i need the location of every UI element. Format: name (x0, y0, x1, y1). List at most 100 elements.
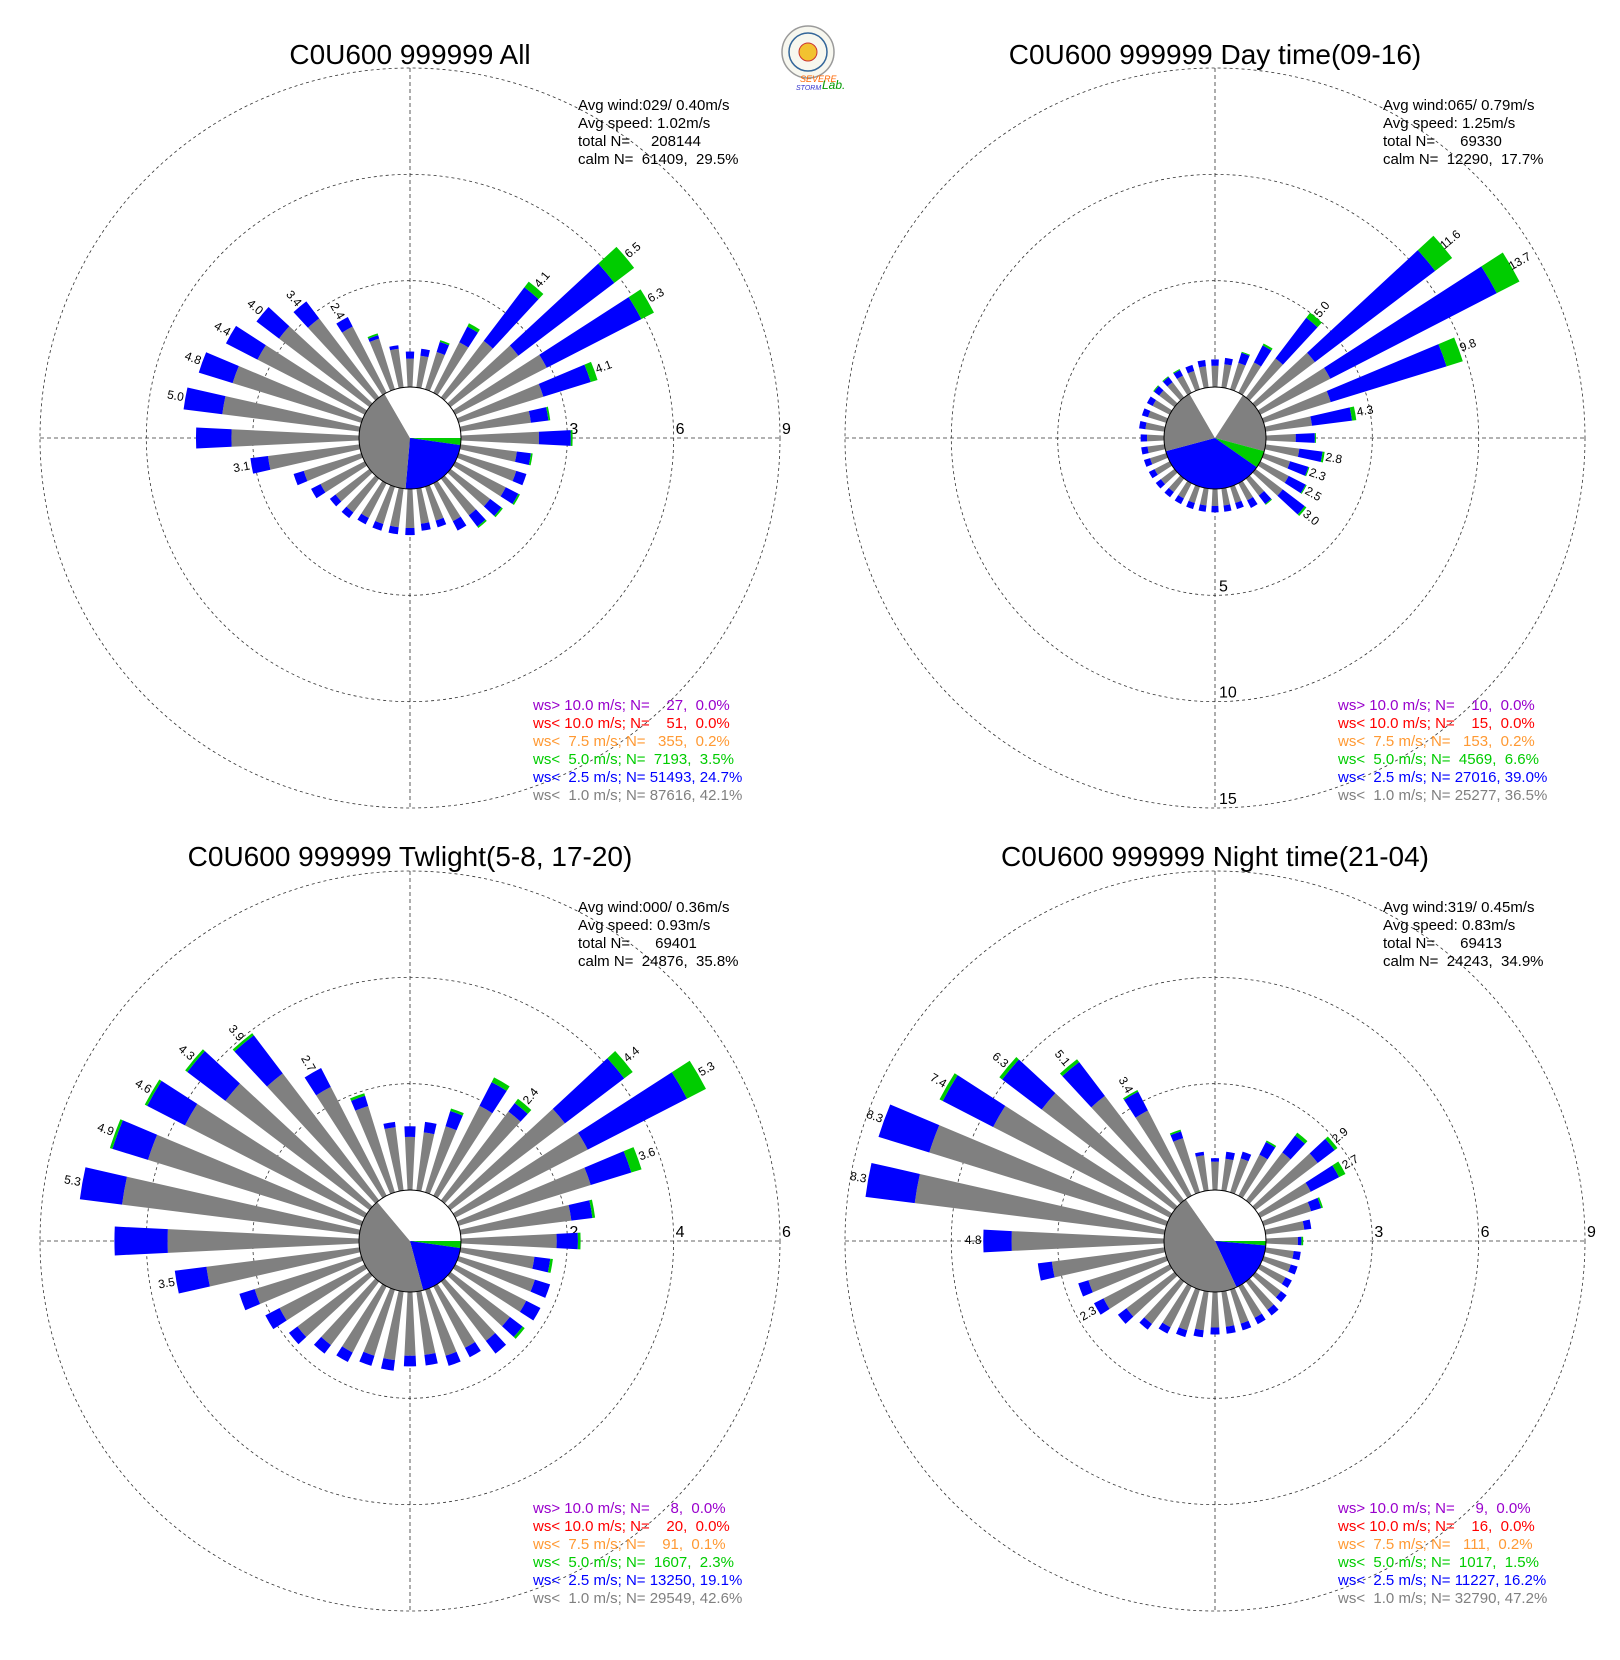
calm-pie-slice-2 (405, 438, 461, 489)
legend-entry-1: ws> 10.0 m/s; N= 10, 0.0% (1337, 697, 1535, 714)
petal-90-gray (1265, 434, 1296, 442)
petal-90-blue (556, 1232, 578, 1250)
petal-330-gray (1135, 1110, 1192, 1199)
petal-310-gray (225, 1083, 373, 1211)
petal-20 (1230, 1151, 1252, 1194)
petal-230-blue (329, 494, 342, 507)
calm-pie-slice-0 (410, 387, 461, 438)
calm-pie-slice-1 (410, 438, 461, 446)
stats-line-1: Avg wind:319/ 0.45m/s (1383, 899, 1534, 916)
petal-150-gray (1238, 1283, 1262, 1318)
petal-20-blue (436, 341, 449, 356)
petal-70: 9.8 (1262, 336, 1478, 423)
petal-30-green (1265, 1140, 1277, 1148)
legend-entry-4: ws< 5.0 m/s; N= 7193, 3.5% (532, 751, 734, 768)
petal-label-290: 4.9 (95, 1120, 116, 1139)
petal-300-gray (1152, 400, 1173, 415)
calm-pie-slice-2 (1215, 1241, 1266, 1288)
legend-entry-3: ws< 7.5 m/s; N= 111, 0.2% (1337, 1536, 1533, 1553)
legend-entry-3: ws< 7.5 m/s; N= 355, 0.2% (532, 733, 730, 750)
stats-line-3: total N= 69401 (578, 935, 697, 952)
petal-110-green (1305, 466, 1310, 477)
calm-pie-slice-3 (1164, 1199, 1237, 1292)
petal-340-blue (1185, 364, 1195, 374)
petal-100-gray (1264, 1247, 1294, 1259)
petal-200-blue (372, 520, 384, 531)
petal-60: 2.7 (1257, 1152, 1361, 1218)
petal-190 (1198, 487, 1209, 512)
petal-340-green (350, 1093, 366, 1101)
petal-230-blue (1155, 479, 1166, 489)
petal-20 (1230, 351, 1251, 391)
petal-20-blue (1238, 352, 1250, 366)
petal-120-blue (519, 1300, 541, 1321)
petal-240-blue (265, 1308, 287, 1330)
petal-90-green (570, 430, 573, 446)
petal-90-green (1314, 433, 1316, 443)
petal-310-blue (1002, 1059, 1056, 1110)
petal-340 (367, 333, 395, 391)
petal-10 (416, 348, 430, 389)
legend-entry-3: ws< 7.5 m/s; N= 91, 0.1% (532, 1536, 726, 1553)
petal-290-gray (147, 1134, 363, 1226)
petal-200-gray (1178, 1288, 1200, 1331)
petal-30-blue (1253, 345, 1272, 367)
petal-0-gray (406, 358, 414, 388)
logo-text-lab: Lab. (822, 78, 845, 92)
petal-190 (1193, 1290, 1209, 1338)
petal-0 (405, 351, 415, 388)
petal-50-green (1417, 235, 1453, 271)
petal-80-blue (1302, 1219, 1312, 1230)
petal-70-blue (1326, 344, 1447, 403)
ring-label-1: 2 (569, 1224, 578, 1241)
petal-210-gray (1178, 480, 1192, 499)
petal-70-green (584, 361, 598, 383)
petal-90 (1265, 433, 1316, 443)
petal-270-blue (1140, 434, 1148, 442)
petal-190-gray (383, 1290, 404, 1361)
petal-170-blue (420, 522, 431, 531)
petal-40-blue (1282, 1135, 1306, 1160)
petal-60-green (1332, 1161, 1346, 1178)
petal-270-gray (167, 1229, 360, 1253)
petal-110 (457, 453, 527, 486)
petal-30-gray (1238, 362, 1262, 396)
petal-250 (239, 1256, 363, 1311)
legend-entry-5: ws< 2.5 m/s; N= 11227, 16.2% (1337, 1572, 1546, 1589)
petal-260-blue (1141, 446, 1149, 455)
panel-title: C0U600 999999 Twlight(5-8, 17-20) (188, 841, 633, 872)
petal-170-gray (416, 487, 430, 524)
petal-100-blue (532, 1256, 551, 1273)
petal-30 (1238, 343, 1273, 396)
petal-300: 7.4 (928, 1070, 1173, 1218)
calm-pie-slice-3 (1165, 438, 1257, 489)
logo-text-storm: STORM (796, 85, 821, 92)
petal-220-blue (341, 506, 354, 519)
petal-290: 4.8 (183, 349, 363, 423)
petal-210 (336, 1283, 387, 1363)
petal-10-blue (420, 348, 430, 358)
petal-280: 8.3 (849, 1162, 1166, 1235)
petal-50-blue (1309, 1138, 1335, 1164)
ring-label-3: 9 (1587, 1224, 1596, 1241)
petal-230 (329, 468, 373, 507)
petal-170-gray (416, 1290, 436, 1355)
petal-250-blue (1078, 1280, 1093, 1297)
petal-160-blue (445, 1351, 461, 1366)
petal-0-blue (1210, 1158, 1220, 1162)
petal-310-gray (1159, 390, 1178, 408)
petal-140 (440, 1278, 507, 1354)
stats-line-2: Avg speed: 0.93m/s (578, 917, 710, 934)
petal-170-blue (1223, 504, 1232, 512)
ring-1 (1057, 280, 1373, 596)
petal-140-green (1265, 498, 1273, 505)
petal-20 (425, 340, 450, 391)
petal-160 (425, 485, 447, 528)
petal-220 (1164, 475, 1185, 498)
stats-line-4: calm N= 24243, 34.9% (1383, 953, 1544, 970)
petal-240-blue (1093, 1298, 1110, 1315)
petal-50-gray (447, 345, 519, 408)
petal-260-gray (1051, 1247, 1166, 1278)
petal-150-gray (433, 1283, 476, 1348)
petal-130 (447, 1271, 525, 1339)
